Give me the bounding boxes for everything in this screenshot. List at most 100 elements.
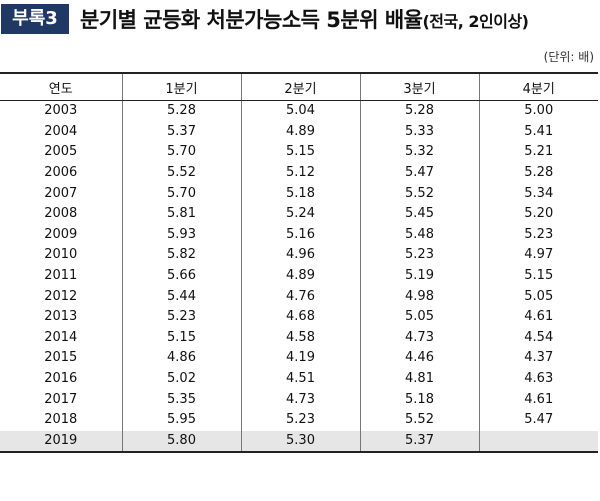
q1-cell: 5.66 (121, 265, 241, 287)
table-row: 2011 5.66 4.89 5.19 5.15 (0, 265, 598, 287)
q3-cell: 4.98 (359, 286, 479, 307)
q4-cell: 5.28 (478, 162, 598, 184)
year-cell: 2016 (44, 371, 78, 387)
q3-cell: 5.23 (359, 245, 479, 266)
year-cell: 2009 (44, 226, 78, 242)
data-table: 연도 1분기 2분기 3분기 4분기 2003 5.28 5.04 5.28 5.00 2… (0, 72, 598, 454)
title-main: 분기별 균등화 처분가능소득 5분위 배율 (80, 8, 423, 32)
table-row: 2013 5.23 4.68 5.05 4.61 (0, 306, 598, 328)
year-cell: 2010 (44, 247, 78, 263)
table-row: 2004 5.37 4.89 5.33 5.41 (0, 121, 598, 143)
q4-cell: 5.23 (478, 224, 598, 246)
year-cell: 2014 (44, 329, 78, 345)
q4-cell: 5.41 (478, 121, 598, 143)
q4-cell: 5.47 (478, 409, 598, 431)
q4-cell: 4.54 (478, 327, 598, 349)
year-cell: 2006 (44, 165, 78, 181)
q4-cell: 4.61 (478, 389, 598, 410)
q4-cell: 5.34 (478, 183, 598, 204)
q2-cell: 4.73 (240, 389, 360, 410)
table-row: 2015 4.86 4.19 4.46 4.37 (0, 348, 598, 369)
q1-cell: 5.28 (121, 100, 241, 122)
q3-cell: 4.73 (359, 327, 479, 349)
q3-cell: 5.47 (359, 162, 479, 184)
q2-cell: 5.30 (240, 430, 360, 454)
unit-label: (단위: 배) (543, 50, 594, 64)
year-cell: 2005 (44, 144, 78, 160)
q2-cell: 5.15 (240, 142, 360, 163)
q1-cell: 5.81 (121, 203, 241, 225)
column-header-q2: 2분기 (240, 72, 360, 101)
q3-cell: 5.05 (359, 306, 479, 328)
table-row: 2007 5.70 5.18 5.52 5.34 (0, 183, 598, 204)
q2-cell: 5.23 (240, 409, 360, 431)
column-header-year: 연도 (0, 72, 122, 101)
appendix-badge: 부록3 (1, 4, 69, 34)
q2-cell: 4.68 (240, 306, 360, 328)
q4-cell (478, 430, 598, 454)
year-cell: 2008 (44, 206, 78, 222)
q3-cell: 5.52 (359, 409, 479, 431)
table-row: 2012 5.44 4.76 4.98 5.05 (0, 286, 598, 307)
year-cell: 2007 (44, 185, 78, 201)
q1-cell: 5.80 (121, 430, 241, 454)
q3-cell: 4.46 (359, 348, 479, 369)
table-row: 2019 5.80 5.30 5.37 (0, 430, 598, 454)
q2-cell: 4.89 (240, 121, 360, 143)
q3-cell: 5.48 (359, 224, 479, 246)
year-cell: 2017 (44, 391, 78, 407)
q4-cell: 5.00 (478, 100, 598, 122)
table-row: 2017 5.35 4.73 5.18 4.61 (0, 389, 598, 410)
q2-cell: 5.04 (240, 100, 360, 122)
table-row: 2008 5.81 5.24 5.45 5.20 (0, 203, 598, 225)
q1-cell: 5.23 (121, 306, 241, 328)
q3-cell: 5.45 (359, 203, 479, 225)
q3-cell: 5.37 (359, 430, 479, 454)
q2-cell: 4.58 (240, 327, 360, 349)
q4-cell: 5.21 (478, 142, 598, 163)
q3-cell: 5.18 (359, 389, 479, 410)
year-cell: 2003 (44, 103, 78, 119)
year-cell: 2012 (44, 288, 78, 304)
q4-cell: 4.97 (478, 245, 598, 266)
q1-cell: 5.15 (121, 327, 241, 349)
column-header-q1: 1분기 (121, 72, 241, 101)
q2-cell: 4.19 (240, 348, 360, 369)
table-row: 2009 5.93 5.16 5.48 5.23 (0, 224, 598, 246)
q1-cell: 5.70 (121, 142, 241, 163)
q4-cell: 4.63 (478, 368, 598, 390)
q3-cell: 5.52 (359, 183, 479, 204)
q1-cell: 5.44 (121, 286, 241, 307)
q1-cell: 5.02 (121, 368, 241, 390)
q1-cell: 5.35 (121, 389, 241, 410)
q4-cell: 5.20 (478, 203, 598, 225)
column-header-q4: 4분기 (478, 72, 598, 101)
q4-cell: 5.05 (478, 286, 598, 307)
year-cell: 2004 (44, 123, 78, 139)
title-subtitle: (전국, 2인이상) (422, 12, 529, 31)
q3-cell: 5.33 (359, 121, 479, 143)
table-body: 2003 5.28 5.04 5.28 5.00 2004 5.37 4.89 5.33 5.41… (0, 100, 598, 454)
q1-cell: 5.52 (121, 162, 241, 184)
q3-cell: 4.81 (359, 368, 479, 390)
q1-cell: 5.93 (121, 224, 241, 246)
year-cell: 2013 (44, 309, 78, 325)
q3-cell: 5.32 (359, 142, 479, 163)
year-cell: 2015 (44, 350, 78, 366)
q4-cell: 5.15 (478, 265, 598, 287)
column-header-q3: 3분기 (359, 72, 479, 101)
q2-cell: 4.51 (240, 368, 360, 390)
table-row: 2006 5.52 5.12 5.47 5.28 (0, 162, 598, 184)
header-row: 연도 1분기 2분기 3분기 4분기 (0, 72, 598, 101)
table-row: 2016 5.02 4.51 4.81 4.63 (0, 368, 598, 390)
page-title: 분기별 균등화 처분가능소득 5분위 배율(전국, 2인이상) (80, 6, 529, 36)
q1-cell: 5.70 (121, 183, 241, 204)
q4-cell: 4.37 (478, 348, 598, 369)
q1-cell: 5.82 (121, 245, 241, 266)
year-cell: 2019 (0, 430, 122, 454)
year-cell: 2011 (44, 268, 78, 284)
q4-cell: 4.61 (478, 306, 598, 328)
q1-cell: 5.37 (121, 121, 241, 143)
q1-cell: 5.95 (121, 409, 241, 431)
q2-cell: 5.18 (240, 183, 360, 204)
